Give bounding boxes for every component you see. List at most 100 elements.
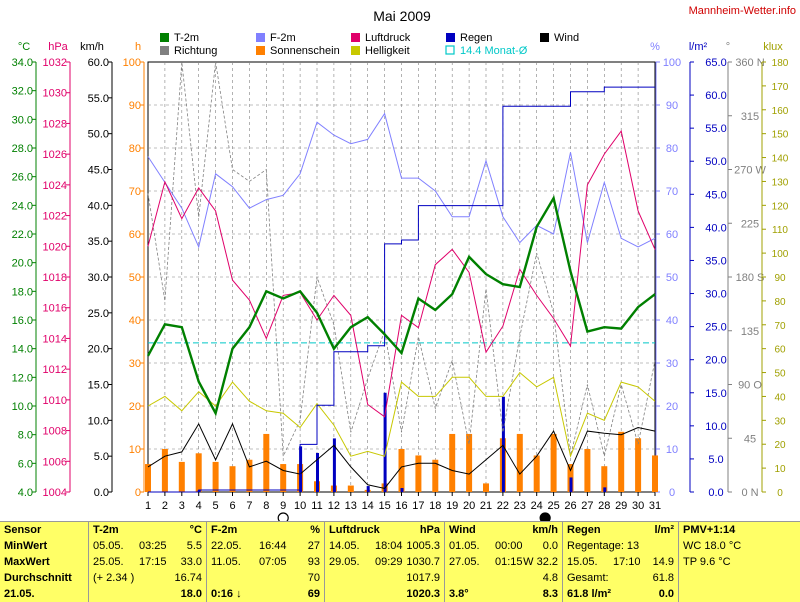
bright-tick-label: 20 xyxy=(774,440,786,451)
sun-tick-label: 80 xyxy=(129,143,141,155)
rain-tick-label: 65.0 xyxy=(705,57,726,69)
hum-tick-label: 30 xyxy=(666,358,678,370)
press-min-value: 1005.3 xyxy=(406,540,440,552)
rain-unit: l/m² xyxy=(654,524,674,536)
legend-swatch xyxy=(540,33,549,42)
sunshine-bar xyxy=(635,438,642,492)
x-tick-label: 7 xyxy=(246,500,252,512)
hum-min-value: 27 xyxy=(307,540,320,552)
dir-tick-label: 315 xyxy=(741,111,759,123)
temp-tick-label: 34.0 xyxy=(12,57,33,69)
sunshine-bar xyxy=(618,431,625,492)
rain-last-value: 0.0 xyxy=(658,588,674,600)
sunshine-bar xyxy=(415,455,422,492)
dir-tick-label: 225 xyxy=(741,218,759,230)
bright-tick-label: 160 xyxy=(772,106,789,117)
temp-min-time: 03:25 xyxy=(139,540,167,552)
temp-tick-label: 6.0 xyxy=(18,458,33,470)
press-tick-label: 1014 xyxy=(43,333,67,345)
chart-title: Mai 2009 xyxy=(373,8,431,24)
sun-unit-label: h xyxy=(135,41,141,53)
hum-last-note: 0:16 ↓ xyxy=(211,588,242,600)
hum-last-value: 69 xyxy=(307,588,320,600)
dir-tick-label: 45 xyxy=(744,433,756,445)
wind-unit-label: km/h xyxy=(80,41,104,53)
rain-bar xyxy=(569,477,573,492)
series-line-f-2m xyxy=(147,112,656,249)
x-tick-label: 11 xyxy=(311,500,322,512)
hum-tick-label: 50 xyxy=(666,272,678,284)
wind-tick-label: 35.0 xyxy=(88,236,109,248)
rain-tick-label: 10.0 xyxy=(705,421,726,433)
dew-point-value: TP 9.6 °C xyxy=(683,556,731,568)
wind-last-value: 8.3 xyxy=(542,588,558,600)
x-tick-label: 27 xyxy=(581,500,593,512)
sun-tick-label: 50 xyxy=(129,272,141,284)
press-unit-label: hPa xyxy=(48,41,68,53)
rain-tick-label: 15.0 xyxy=(705,388,726,400)
wind-avg-value: 4.8 xyxy=(542,572,558,584)
sunshine-bar xyxy=(161,449,168,492)
temp-max-date: 25.05. xyxy=(93,556,124,568)
legend-swatch xyxy=(160,46,169,55)
legend-swatch xyxy=(445,45,455,55)
x-tick-label: 16 xyxy=(395,500,407,512)
bright-tick-label: 100 xyxy=(772,249,789,260)
legend-swatch xyxy=(256,46,265,55)
press-tick-label: 1018 xyxy=(43,272,67,284)
press-tick-label: 1022 xyxy=(43,211,67,223)
rain-bar xyxy=(383,392,387,492)
hum-tick-label: 40 xyxy=(666,315,678,327)
wind-tick-label: 10.0 xyxy=(88,415,109,427)
wind-tick-label: 60.0 xyxy=(88,57,109,69)
hum-tick-label: 60 xyxy=(666,229,678,241)
rain-max-time: 17:10 xyxy=(613,556,641,568)
temp-max-time: 17:15 xyxy=(139,556,167,568)
x-tick-label: 29 xyxy=(615,500,627,512)
temp-tick-label: 24.0 xyxy=(12,200,33,212)
temp-avg-value: 16.74 xyxy=(174,572,202,584)
wind-unit: km/h xyxy=(532,524,558,536)
temp-title: T-2m xyxy=(93,524,119,536)
temp-avg-deviation: (+ 2.34 ) xyxy=(93,572,135,584)
press-tick-label: 1012 xyxy=(43,364,67,376)
weather-chart: Mai 2009 Mannheim-Wetter.info T-2m F-2m Lu… xyxy=(12,5,796,521)
bright-tick-label: 70 xyxy=(774,321,786,332)
wind-tick-label: 15.0 xyxy=(88,380,109,392)
hum-tick-label: 20 xyxy=(666,401,678,413)
sun-tick-label: 70 xyxy=(129,186,141,198)
rain-tick-label: 35.0 xyxy=(705,255,726,267)
sun-tick-label: 20 xyxy=(129,401,141,413)
wind-tick-label: 5.0 xyxy=(94,451,109,463)
hum-tick-label: 90 xyxy=(666,100,678,112)
rain-tick-label: 30.0 xyxy=(705,289,726,301)
hum-tick-label: 0 xyxy=(669,487,675,499)
x-tick-label: 6 xyxy=(229,500,235,512)
press-tick-label: 1026 xyxy=(43,149,67,161)
bright-tick-label: 50 xyxy=(774,369,786,380)
stats-col-temp: T-2m °C 05.05. 03:25 5.5 25.05. 17:15 33.0 (+… xyxy=(88,522,206,602)
site-link[interactable]: Mannheim-Wetter.info xyxy=(689,5,796,17)
x-tick-label: 3 xyxy=(179,500,185,512)
sun-tick-label: 90 xyxy=(129,100,141,112)
series-line-luftdruck xyxy=(147,129,656,418)
legend-label: F-2m xyxy=(270,32,296,44)
sunshine-bar xyxy=(449,433,456,492)
wind-max-time: 01:15 xyxy=(495,556,523,568)
sunshine-bar xyxy=(195,453,202,492)
bright-tick-label: 180 xyxy=(772,58,789,69)
hum-unit-label: % xyxy=(650,41,660,53)
press-max-date: 29.05. xyxy=(329,556,360,568)
x-tick-label: 15 xyxy=(378,500,390,512)
x-tick-label: 17 xyxy=(412,500,424,512)
press-min-time: 18:04 xyxy=(375,540,403,552)
rain-max-date: 15.05. xyxy=(567,556,598,568)
x-tick-label: 5 xyxy=(213,500,219,512)
sun-tick-label: 30 xyxy=(129,358,141,370)
sunshine-bar xyxy=(601,466,608,492)
wind-min-date: 01.05. xyxy=(449,540,480,552)
sunshine-bar xyxy=(584,449,591,492)
legend-swatch xyxy=(446,33,455,42)
temp-tick-label: 14.0 xyxy=(12,344,33,356)
press-tick-label: 1010 xyxy=(43,395,67,407)
